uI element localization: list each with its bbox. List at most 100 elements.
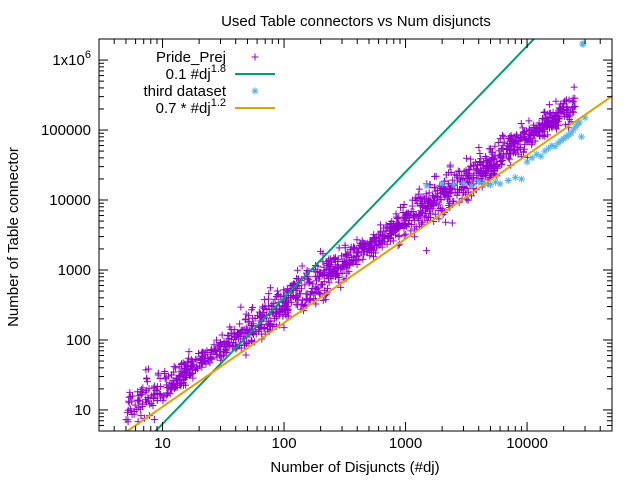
scatter-point xyxy=(552,97,560,105)
scatter-point xyxy=(454,167,462,175)
scatter-point xyxy=(283,312,291,320)
scatter-point xyxy=(577,133,585,141)
scatter-point xyxy=(563,109,571,117)
scatter-point xyxy=(546,109,554,117)
scatter-point xyxy=(264,295,272,303)
scatter-point xyxy=(475,178,483,186)
scatter-point xyxy=(227,335,235,343)
scatter-point xyxy=(507,131,515,139)
y-tick-label: 10000 xyxy=(49,192,91,209)
scatter-point xyxy=(548,142,556,150)
scatter-point xyxy=(456,168,464,176)
scatter-point xyxy=(354,249,362,257)
scatter-point xyxy=(237,344,245,352)
scatter-point xyxy=(442,185,450,193)
chart-title: Used Table connectors vs Num disjuncts xyxy=(221,13,491,30)
scatter-point xyxy=(581,114,589,122)
scatter-point xyxy=(137,391,145,399)
scatter-point xyxy=(183,366,191,374)
scatter-point xyxy=(401,221,409,229)
scatter-point xyxy=(135,397,143,405)
scatter-point xyxy=(217,339,225,347)
scatter-point xyxy=(400,224,408,232)
scatter-point xyxy=(383,240,391,248)
scatter-point xyxy=(537,152,545,160)
scatter-point xyxy=(359,245,367,253)
scatter-point xyxy=(425,207,433,215)
scatter-point xyxy=(440,193,448,201)
scatter-point xyxy=(495,139,503,147)
scatter-point xyxy=(312,267,320,275)
scatter-point xyxy=(334,269,342,277)
scatter-point xyxy=(362,240,370,248)
x-tick-label: 100 xyxy=(272,435,297,452)
scatter-point xyxy=(133,406,141,414)
scatter-point xyxy=(525,131,533,139)
scatter-point xyxy=(499,131,507,139)
scatter-point xyxy=(228,342,236,350)
scatter-point xyxy=(544,110,552,118)
scatter-point xyxy=(525,117,533,125)
scatter-point xyxy=(551,143,559,151)
scatter-point xyxy=(154,369,162,377)
scatter-point xyxy=(222,337,230,345)
scatter-point xyxy=(187,356,195,364)
scatter-point xyxy=(310,295,318,303)
scatter-point xyxy=(375,231,383,239)
scatter-point xyxy=(321,286,329,294)
scatter-point xyxy=(243,325,251,333)
scatter-point xyxy=(446,199,454,207)
y-axis-title: Number of Table connector xyxy=(5,147,22,327)
scatter-point xyxy=(178,359,186,367)
scatter-point xyxy=(533,150,541,158)
scatter-point xyxy=(327,257,335,265)
scatter-point xyxy=(422,247,430,255)
scatter-point xyxy=(431,187,439,195)
scatter-point xyxy=(279,302,287,310)
scatter-point xyxy=(421,195,429,203)
scatter-point xyxy=(562,96,570,104)
scatter-point xyxy=(268,301,276,309)
scatter-point xyxy=(541,147,549,155)
scatter-point xyxy=(182,371,190,379)
scatter-point xyxy=(414,214,422,222)
scatter-point xyxy=(480,158,488,166)
scatter-point xyxy=(475,143,483,151)
scatter-point xyxy=(395,220,403,228)
scatter-point xyxy=(416,210,424,218)
scatter-point xyxy=(569,126,577,134)
scatter-point xyxy=(544,144,552,152)
scatter-point xyxy=(342,261,350,269)
legend-label: Pride_Prej xyxy=(156,49,226,66)
scatter-point xyxy=(434,206,442,214)
scatter-point xyxy=(402,215,410,223)
scatter-point xyxy=(556,114,564,122)
legend-label: 0.7 * #dj1.2 xyxy=(156,97,226,117)
scatter-point xyxy=(307,287,315,295)
scatter-point xyxy=(467,162,475,170)
scatter-point xyxy=(491,142,499,150)
scatter-point xyxy=(536,132,544,140)
scatter-point xyxy=(385,233,393,241)
scatter-point xyxy=(317,247,325,255)
scatter-point xyxy=(128,410,136,418)
scatter-point xyxy=(463,154,471,162)
scatter-point xyxy=(439,205,447,213)
scatter-point xyxy=(188,370,196,378)
scatter-point xyxy=(570,83,578,91)
scatter-point xyxy=(166,390,174,398)
scatter-point xyxy=(386,234,394,242)
scatter-point xyxy=(569,97,577,105)
scatter-point xyxy=(523,136,531,144)
scatter-point xyxy=(557,109,565,117)
scatter-point xyxy=(266,284,274,292)
scatter-point xyxy=(490,167,498,175)
scatter-point xyxy=(216,342,224,350)
scatter-point xyxy=(353,236,361,244)
scatter-point xyxy=(540,109,548,117)
scatter-point xyxy=(504,154,512,162)
x-tick-label: 10 xyxy=(154,435,171,452)
scatter-point xyxy=(463,169,471,177)
scatter-point xyxy=(408,202,416,210)
